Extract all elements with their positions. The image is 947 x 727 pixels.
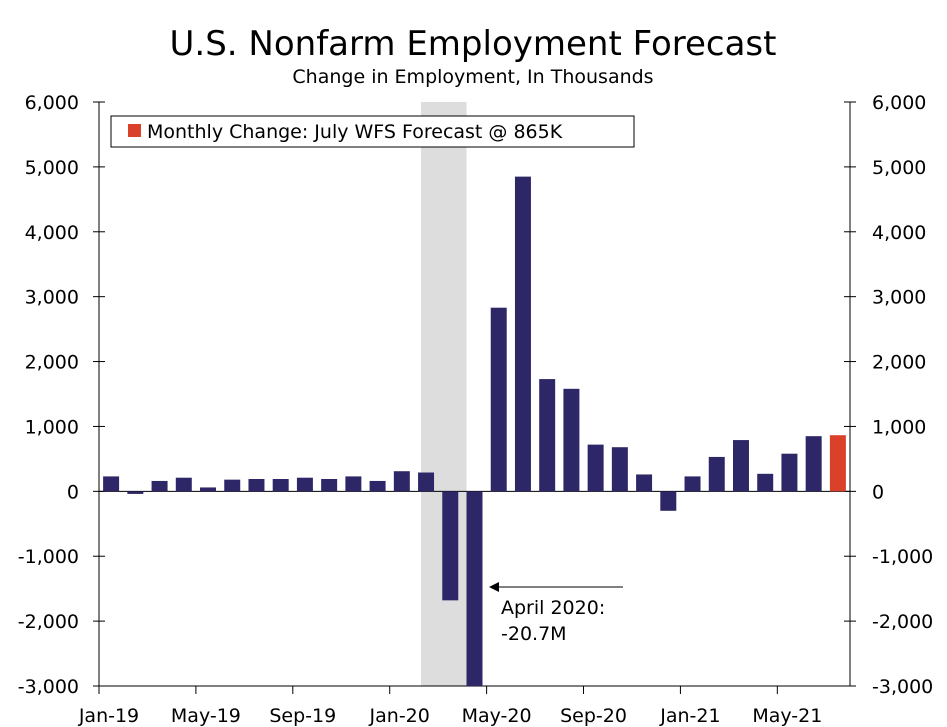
y-tick-label-left: -1,000 bbox=[18, 546, 79, 568]
y-tick-label-left: 6,000 bbox=[25, 92, 79, 114]
x-axis: Jan-19 May-19 Sep-19 Jan-20 May-20 Sep-20 Jan-… bbox=[78, 686, 822, 727]
bar bbox=[418, 472, 435, 492]
legend-swatch bbox=[128, 124, 141, 137]
annotation-line1: April 2020: bbox=[501, 597, 605, 619]
y-tick-label-right: 5,000 bbox=[872, 157, 926, 179]
bar bbox=[781, 453, 798, 492]
bar bbox=[732, 440, 749, 492]
bar bbox=[272, 479, 289, 492]
bar bbox=[636, 474, 653, 492]
bar bbox=[296, 477, 313, 492]
y-tick-label-right: 1,000 bbox=[872, 416, 926, 438]
y-tick-label-left: 4,000 bbox=[25, 222, 79, 244]
y-tick-label-right: -3,000 bbox=[872, 676, 933, 698]
legend: Monthly Change: July WFS Forecast @ 865K bbox=[110, 115, 635, 148]
bar bbox=[587, 444, 604, 492]
bar bbox=[151, 480, 168, 492]
y-tick-label-right: 2,000 bbox=[872, 352, 926, 374]
bar bbox=[345, 476, 362, 492]
y-tick-label-right: 4,000 bbox=[872, 222, 926, 244]
bar bbox=[127, 491, 144, 494]
annotation-line2: -20.7M bbox=[501, 623, 567, 645]
chart-title: U.S. Nonfarm Employment Forecast bbox=[170, 24, 777, 64]
x-tick-label: Jan-20 bbox=[369, 705, 430, 727]
bar bbox=[321, 479, 338, 492]
bar bbox=[539, 379, 556, 492]
bar bbox=[369, 480, 386, 492]
bar bbox=[563, 388, 580, 492]
bar bbox=[224, 479, 241, 492]
bar bbox=[248, 479, 265, 492]
bar bbox=[466, 491, 483, 686]
bar bbox=[805, 436, 822, 492]
annotation-arrowhead bbox=[489, 582, 499, 592]
x-tick-label: Sep-19 bbox=[269, 705, 336, 727]
bar bbox=[393, 471, 410, 492]
x-tick-label: May-20 bbox=[462, 705, 532, 727]
y-tick-label-right: -1,000 bbox=[872, 546, 933, 568]
bar bbox=[490, 307, 507, 492]
annotation: April 2020: -20.7M bbox=[489, 582, 623, 645]
y-tick-label-right: 6,000 bbox=[872, 92, 926, 114]
y-tick-label-left: 3,000 bbox=[25, 287, 79, 309]
y-axis: 6,000 6,000 5,000 5,000 4,000 4,000 3,000 3,000… bbox=[18, 92, 934, 698]
bar bbox=[611, 447, 628, 492]
bar bbox=[442, 491, 459, 601]
x-tick-label: Sep-20 bbox=[560, 705, 627, 727]
bar bbox=[175, 477, 192, 492]
y-tick-label-left: -3,000 bbox=[18, 676, 79, 698]
legend-label: Monthly Change: July WFS Forecast @ 865K bbox=[147, 121, 563, 143]
y-tick-label-left: 2,000 bbox=[25, 352, 79, 374]
y-tick-label-left: -2,000 bbox=[18, 611, 79, 633]
bars bbox=[103, 176, 846, 686]
bar bbox=[200, 487, 217, 492]
bar bbox=[708, 456, 725, 492]
y-tick-label-right: 3,000 bbox=[872, 287, 926, 309]
x-tick-label: Jan-21 bbox=[659, 705, 720, 727]
y-tick-label-left: 5,000 bbox=[25, 157, 79, 179]
forecast-bar bbox=[829, 435, 846, 492]
chart-subtitle: Change in Employment, In Thousands bbox=[292, 66, 653, 88]
bar bbox=[660, 491, 677, 511]
x-tick-label: Jan-19 bbox=[78, 705, 139, 727]
x-tick-label: May-21 bbox=[752, 705, 822, 727]
legend-box bbox=[110, 115, 635, 148]
y-tick-label-right: -2,000 bbox=[872, 611, 933, 633]
bar bbox=[757, 473, 774, 492]
bar bbox=[103, 476, 120, 492]
y-tick-label-right: 0 bbox=[872, 481, 884, 503]
y-tick-label-left: 0 bbox=[67, 481, 79, 503]
x-tick-label: May-19 bbox=[171, 705, 241, 727]
bar bbox=[514, 176, 531, 492]
y-tick-label-left: 1,000 bbox=[25, 416, 79, 438]
bar bbox=[684, 476, 701, 492]
